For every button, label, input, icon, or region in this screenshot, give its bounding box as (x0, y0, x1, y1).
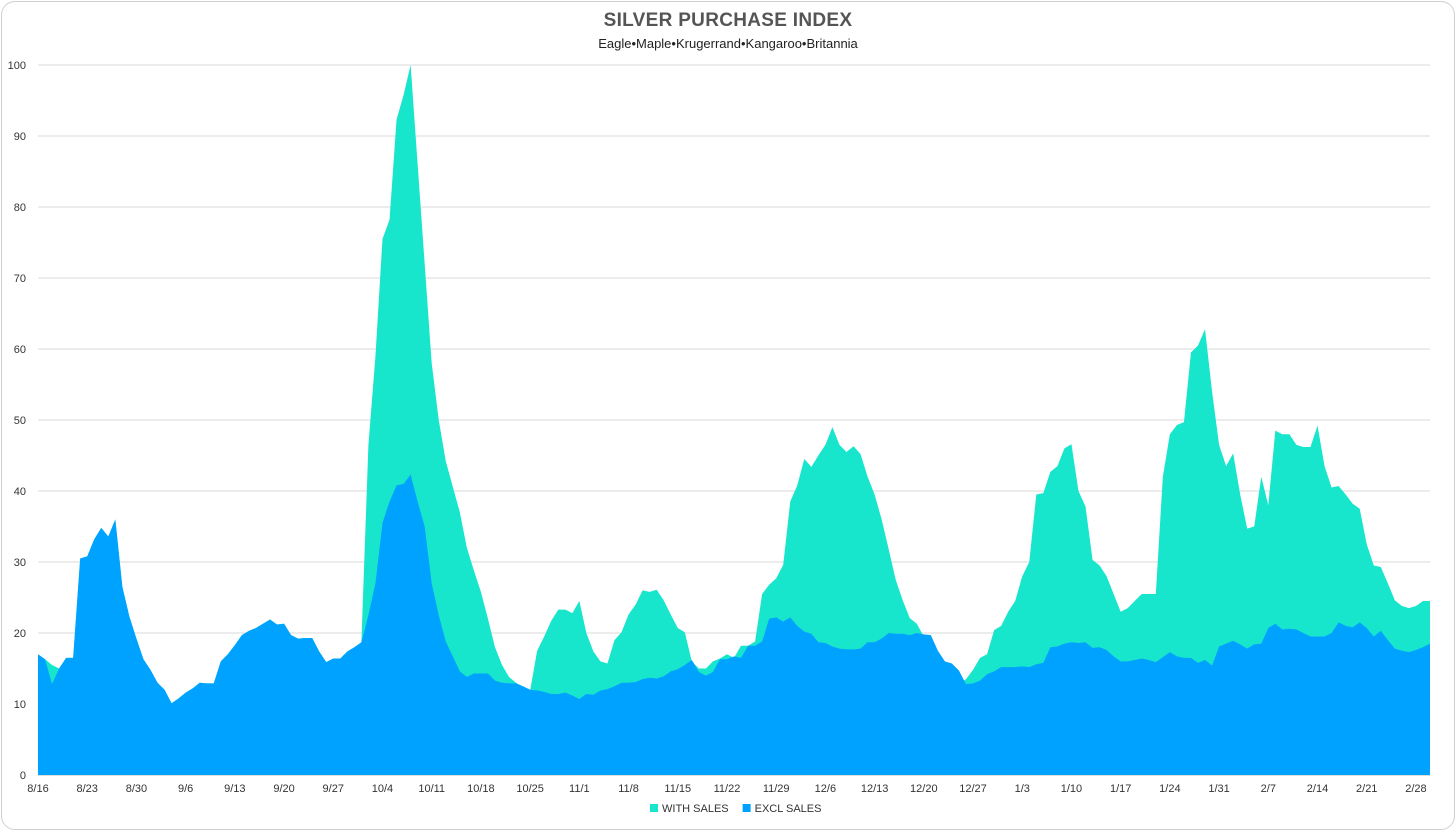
x-tick-label: 1/3 (1015, 783, 1030, 795)
x-tick-label: 11/22 (714, 783, 741, 795)
x-tick-label: 10/25 (516, 783, 544, 795)
y-axis-ticks: 0 10 20 30 40 50 60 70 80 90 100 (8, 60, 26, 782)
chart-title: SILVER PURCHASE INDEX (603, 10, 853, 31)
y-tick-label: 100 (8, 60, 26, 72)
x-tick-label: 10/4 (372, 783, 393, 795)
x-tick-label: 1/24 (1159, 783, 1180, 795)
x-tick-label: 8/30 (126, 783, 147, 795)
x-tick-label: 8/23 (77, 783, 98, 795)
x-axis-ticks: 8/16 8/23 8/30 9/6 9/13 9/20 9/27 10/4 10/11 10/1… (27, 783, 1426, 795)
x-tick-label: 2/7 (1261, 783, 1276, 795)
x-tick-label: 12/27 (959, 783, 987, 795)
x-tick-label: 2/14 (1307, 783, 1328, 795)
x-tick-label: 8/16 (27, 783, 48, 795)
y-tick-label: 50 (14, 415, 26, 427)
x-tick-label: 2/28 (1405, 783, 1426, 795)
legend-swatch (650, 804, 658, 812)
chart-subtitle: Eagle•Maple•Krugerrand•Kangaroo•Britanni… (598, 36, 858, 51)
x-tick-label: 10/11 (418, 783, 445, 795)
series-area-excl-sales (38, 474, 1430, 775)
y-tick-label: 60 (14, 344, 26, 356)
x-tick-label: 1/10 (1061, 783, 1082, 795)
y-tick-label: 20 (14, 628, 26, 640)
x-tick-label: 9/6 (178, 783, 193, 795)
y-tick-label: 10 (14, 699, 26, 711)
legend-label: EXCL SALES (755, 803, 822, 815)
x-tick-label: 9/20 (273, 783, 294, 795)
y-tick-label: 70 (14, 273, 26, 285)
x-tick-label: 11/8 (618, 783, 639, 795)
x-tick-label: 12/6 (815, 783, 836, 795)
y-tick-label: 30 (14, 557, 26, 569)
x-tick-label: 2/21 (1356, 783, 1377, 795)
x-tick-label: 9/27 (323, 783, 344, 795)
x-tick-label: 12/20 (910, 783, 938, 795)
x-tick-label: 12/13 (861, 783, 889, 795)
x-tick-label: 1/17 (1110, 783, 1131, 795)
x-tick-label: 11/15 (664, 783, 691, 795)
legend: WITH SALES EXCL SALES (650, 803, 821, 815)
x-tick-label: 1/31 (1208, 783, 1229, 795)
legend-label: WITH SALES (662, 803, 729, 815)
x-tick-label: 10/18 (467, 783, 495, 795)
y-tick-label: 80 (14, 202, 26, 214)
x-tick-label: 11/1 (569, 783, 590, 795)
legend-swatch (742, 804, 751, 812)
y-tick-label: 90 (14, 131, 26, 143)
y-tick-label: 40 (14, 486, 26, 498)
x-tick-label: 9/13 (224, 783, 245, 795)
x-tick-label: 11/29 (763, 783, 790, 795)
y-tick-label: 0 (20, 770, 26, 782)
series-areas (38, 65, 1430, 775)
